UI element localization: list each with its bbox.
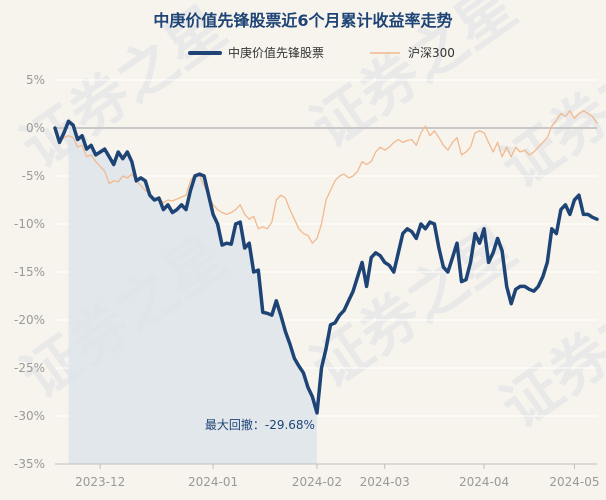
x-tick-label-0: 2023-12 [75, 475, 125, 489]
x-tick-label-4: 2024-04 [459, 475, 509, 489]
legend-label-fund: 中庚价值先锋股票 [228, 45, 324, 60]
x-tick-label-2: 2024-02 [292, 475, 342, 489]
x-axis: 2023-12 2024-01 2024-02 2024-03 2024-04 2024-… [55, 463, 599, 489]
y-tick-label-5: -20% [14, 313, 45, 327]
x-tick-label-3: 2024-03 [360, 475, 410, 489]
drawdown-area [68, 121, 317, 464]
chart-title: 中庚价值先锋股票近6个月累计收益率走势 [153, 11, 452, 30]
y-tick-label-3: -10% [14, 217, 45, 231]
y-tick-label-6: -25% [14, 361, 45, 375]
y-tick-label-7: -30% [14, 409, 45, 423]
y-axis: 5% 0% -5% -10% -15% -20% -25% -30% -35% [14, 73, 45, 471]
y-tick-label-0: 5% [26, 73, 45, 87]
x-tick-label-1: 2024-01 [188, 475, 238, 489]
series-line-fund [53, 119, 599, 415]
watermark-text-3: 证券之星 [299, 213, 528, 402]
max-drawdown-label: 最大回撤：-29.68% [205, 417, 315, 432]
legend-label-index: 沪深300 [408, 46, 455, 60]
x-tick-label-5: 2024-05 [549, 475, 599, 489]
y-tick-label-1: 0% [26, 121, 45, 135]
drawdown-layer [68, 121, 317, 464]
y-tick-label-2: -5% [22, 169, 45, 183]
legend: 中庚价值先锋股票 沪深300 [188, 45, 455, 60]
series-line-index [54, 110, 598, 244]
y-tick-label-8: -35% [14, 457, 45, 471]
series-layer [53, 110, 599, 415]
y-tick-label-4: -15% [14, 265, 45, 279]
